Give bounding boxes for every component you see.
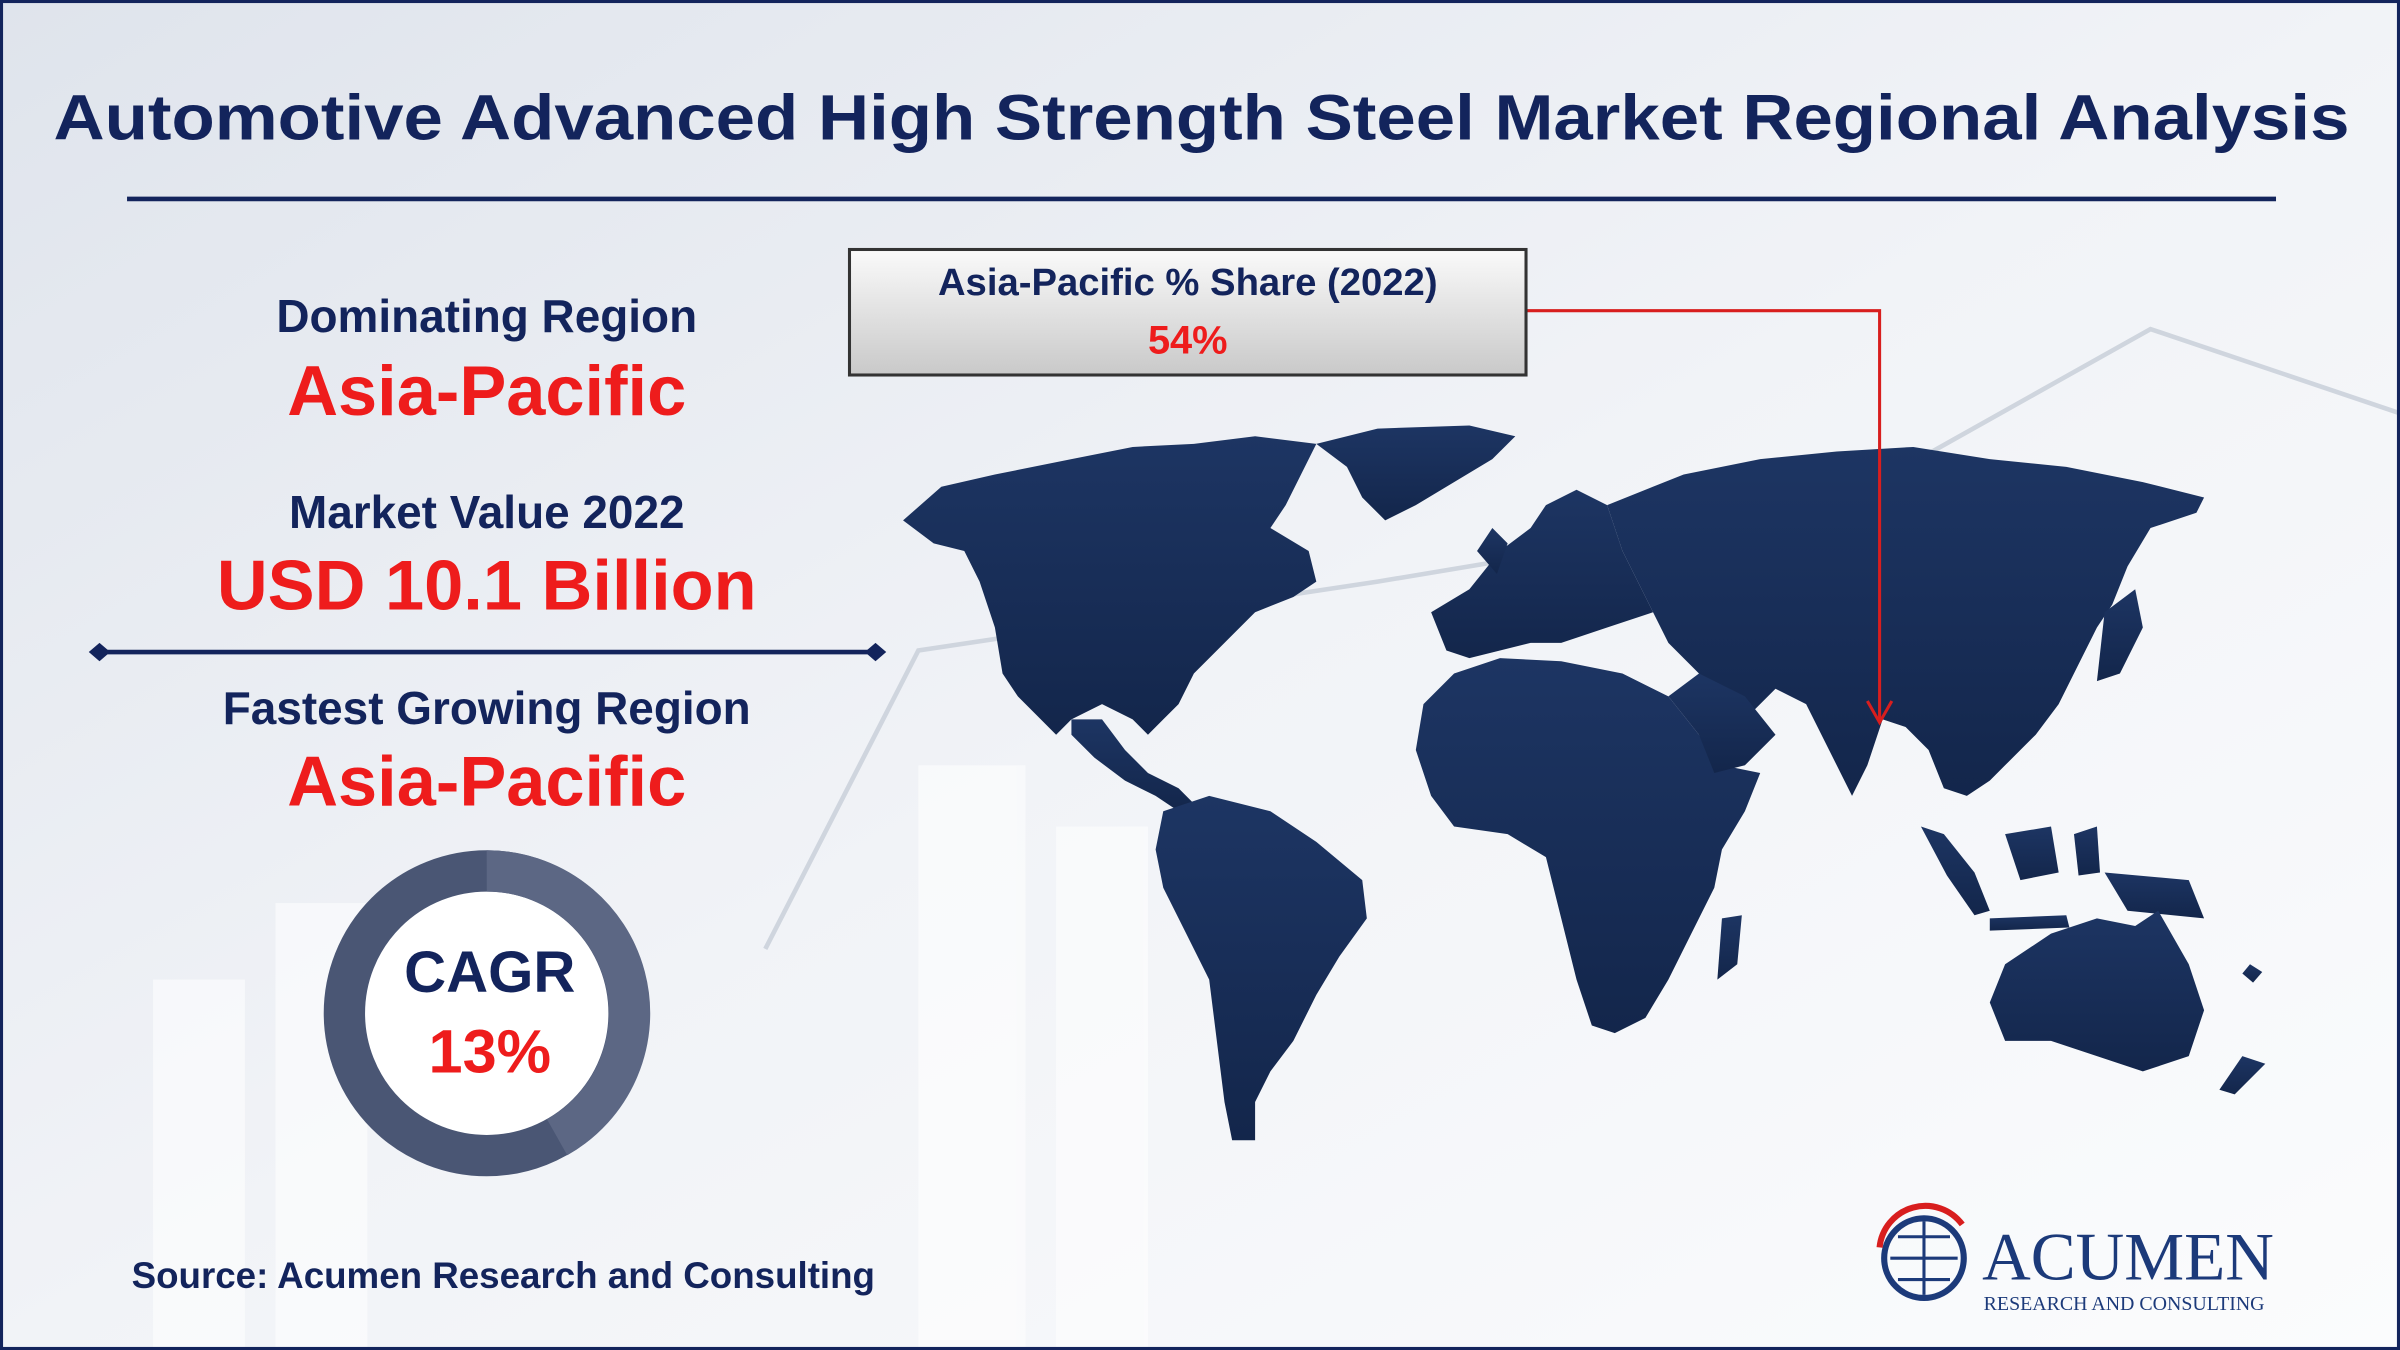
cagr-ring — [323, 850, 651, 1177]
callout-value: 54% — [1148, 318, 1228, 362]
stat-value: Asia-Pacific — [287, 741, 686, 820]
stat-label: Market Value 2022 — [289, 486, 685, 538]
callout-box — [847, 247, 1528, 377]
callout-arrow — [1526, 309, 1882, 720]
callout-arrowhead — [1866, 700, 1894, 726]
logo — [1876, 1202, 1967, 1302]
stat-label: Fastest Growing Region — [223, 682, 751, 734]
world-map — [903, 425, 2266, 1141]
stat-value: USD 10.1 Billion — [217, 545, 757, 624]
source: Source: Acumen Research and Consulting — [132, 1255, 875, 1296]
logo-name: ACUMEN — [1982, 1220, 2274, 1295]
stat-label: Dominating Region — [276, 290, 697, 342]
logo-tagline: RESEARCH AND CONSULTING — [1984, 1293, 2265, 1315]
callout-label: Asia-Pacific % Share (2022) — [938, 261, 1438, 304]
cagr-label: CAGR — [404, 940, 575, 1005]
background-bars — [153, 765, 1148, 1350]
title: Automotive Advanced High Strength Steel … — [54, 81, 2350, 153]
cagr-value: 13% — [429, 1017, 552, 1085]
stat-value: Asia-Pacific — [287, 351, 686, 430]
divider — [88, 642, 887, 662]
